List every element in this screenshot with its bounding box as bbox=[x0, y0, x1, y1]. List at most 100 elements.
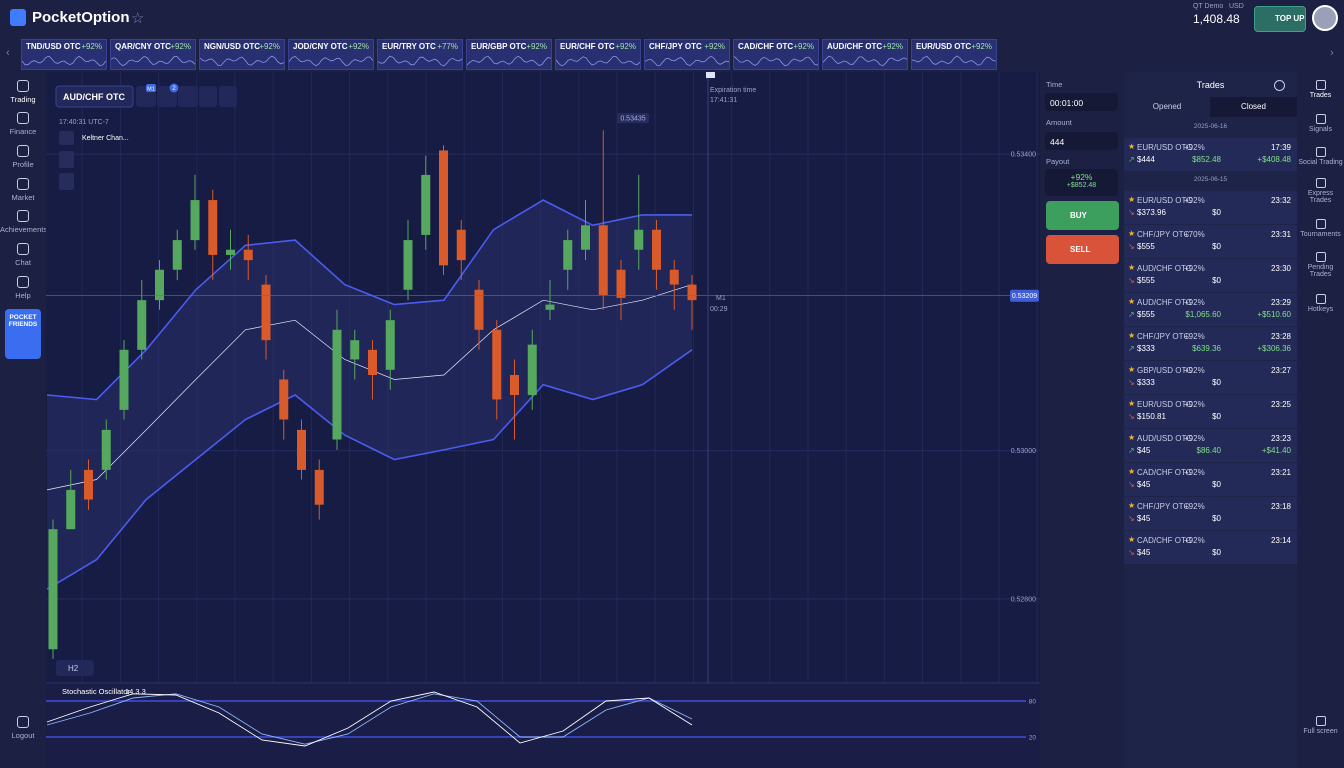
ticker[interactable]: NGN/USD OTC +92% bbox=[199, 39, 285, 70]
zoom-select[interactable] bbox=[56, 660, 94, 676]
nav-item[interactable]: Profile bbox=[0, 145, 46, 169]
ticker[interactable]: AUD/CHF OTC +92% bbox=[822, 39, 908, 70]
nav-item[interactable]: Achievements bbox=[0, 210, 47, 234]
logout[interactable]: Logout bbox=[0, 716, 46, 740]
balance[interactable]: 1,408.48 bbox=[1193, 12, 1240, 26]
tab-closed[interactable]: Closed bbox=[1210, 97, 1297, 117]
amount-input[interactable]: 444 bbox=[1045, 132, 1118, 150]
trade-profit: +$41.40 bbox=[1261, 446, 1291, 455]
trade-row[interactable]: ★ EUR/USD OTC +92% 23:32 ↘ $373.96 $0 bbox=[1124, 191, 1297, 224]
ticker[interactable]: QAR/CNY OTC +92% bbox=[110, 39, 196, 70]
trade-time: 23:25 bbox=[1270, 400, 1291, 409]
timeframe-badge: M1 bbox=[147, 87, 155, 93]
ticker[interactable]: JOD/CNY OTC +92% bbox=[288, 39, 374, 70]
trade-row[interactable]: ★ EUR/USD OTC +92% 23:25 ↘ $150.81 $0 bbox=[1124, 395, 1297, 428]
indicator-name[interactable]: Keltner Chan... bbox=[82, 135, 129, 142]
fullscreen[interactable]: Full screen bbox=[1297, 716, 1344, 735]
tab-opened[interactable]: Opened bbox=[1124, 97, 1210, 117]
ticker[interactable]: TND/USD OTC +92% bbox=[21, 39, 107, 70]
layout-button[interactable] bbox=[219, 86, 237, 107]
trade-direction: ↘ bbox=[1128, 208, 1135, 217]
trade-direction: ↗ bbox=[1128, 344, 1135, 353]
nav-item[interactable]: Help bbox=[0, 276, 46, 300]
avatar[interactable] bbox=[1312, 5, 1338, 31]
chart: 3216:3616:4016:4416:4816:5216:5617:0017:… bbox=[46, 72, 1040, 768]
trade-row[interactable]: ★ GBP/USD OTC +92% 23:27 ↘ $333 $0 bbox=[1124, 361, 1297, 394]
candle-body bbox=[545, 304, 555, 310]
rail-icon bbox=[1315, 147, 1326, 157]
rail-item[interactable]: Signals bbox=[1297, 114, 1344, 133]
promo-label: POCKET FRIENDS bbox=[8, 314, 38, 328]
nav-item[interactable]: Trading bbox=[0, 80, 46, 104]
y-tick-label: 0.53400 bbox=[1011, 152, 1036, 159]
candle-body bbox=[48, 529, 58, 650]
nav-item[interactable]: Finance bbox=[0, 112, 46, 136]
promo-banner[interactable]: POCKET FRIENDS bbox=[5, 309, 41, 359]
account-type[interactable]: QT Demo bbox=[1193, 3, 1224, 10]
rail-item[interactable]: Express Trades bbox=[1297, 178, 1344, 204]
ticker[interactable]: EUR/USD OTC +92% bbox=[911, 39, 997, 70]
trade-pair: EUR/USD OTC bbox=[1137, 400, 1193, 409]
buy-button[interactable]: BUY bbox=[1046, 201, 1119, 230]
nav-item[interactable]: Chat bbox=[0, 243, 46, 267]
rail-item[interactable]: Hotkeys bbox=[1297, 294, 1344, 313]
rail-item[interactable]: Social Trading bbox=[1297, 147, 1344, 166]
asset-select[interactable] bbox=[55, 85, 134, 108]
sell-button[interactable]: SELL bbox=[1046, 235, 1119, 264]
nav-icon bbox=[17, 716, 29, 728]
trade-row[interactable]: ★ CHF/JPY OTC +70% 23:31 ↘ $555 $0 bbox=[1124, 225, 1297, 258]
top-up-button[interactable]: TOP UP bbox=[1254, 6, 1306, 32]
globe-icon[interactable] bbox=[1274, 80, 1285, 91]
tool-pause[interactable] bbox=[59, 151, 74, 168]
trade-time: 23:30 bbox=[1270, 264, 1291, 273]
stochastic-title[interactable]: Stochastic Oscillator bbox=[62, 687, 130, 696]
more-button[interactable] bbox=[199, 86, 217, 107]
ticker[interactable]: EUR/TRY OTC +77% bbox=[377, 39, 463, 70]
trade-row[interactable]: ★ EUR/USD OTC +92% 17:39 ↗ $444 $852.48 +$408.4… bbox=[1124, 138, 1297, 171]
sell-label: SELL bbox=[1070, 245, 1091, 254]
rail-item[interactable]: Trades bbox=[1297, 80, 1344, 99]
tool-text[interactable] bbox=[59, 173, 74, 190]
expiration-flag bbox=[706, 72, 715, 78]
candle-body bbox=[172, 240, 182, 270]
rail-label: Hotkeys bbox=[1307, 306, 1334, 313]
top-bar: PocketOption ☆ QT Demo USD 1,408.48 TOP … bbox=[0, 0, 1344, 37]
candle-body bbox=[652, 229, 661, 270]
ticker-payout: +92% bbox=[170, 42, 191, 51]
ticker[interactable]: CAD/CHF OTC +92% bbox=[733, 39, 819, 70]
currency: USD bbox=[1229, 3, 1244, 10]
nav-label: Trading bbox=[10, 95, 36, 104]
ticker[interactable]: EUR/GBP OTC +92% bbox=[466, 39, 552, 70]
candle-body bbox=[243, 249, 253, 261]
trade-row[interactable]: ★ CHF/JPY OTC +92% 23:28 ↗ $333 $639.36 +$306.3… bbox=[1124, 327, 1297, 360]
time-input[interactable]: 00:01:00 bbox=[1045, 93, 1118, 111]
trade-time: 23:31 bbox=[1270, 230, 1291, 239]
nav-item[interactable]: Market bbox=[0, 178, 46, 202]
candle-body bbox=[314, 469, 324, 505]
draw-button[interactable] bbox=[178, 86, 198, 107]
candle-body bbox=[350, 340, 360, 360]
logo-icon bbox=[10, 9, 26, 26]
collapse-indicators[interactable] bbox=[59, 131, 74, 145]
rail-item[interactable]: Tournaments bbox=[1297, 219, 1344, 238]
candle-body bbox=[510, 375, 519, 396]
trade-direction: ↗ bbox=[1128, 155, 1135, 164]
ticker[interactable]: CHF/JPY OTC +92% bbox=[644, 39, 730, 70]
strip-prev[interactable]: ‹ bbox=[6, 47, 10, 59]
trade-row[interactable]: ★ CAD/CHF OTC +92% 23:14 ↘ $45 $0 bbox=[1124, 531, 1297, 564]
strip-next[interactable]: › bbox=[1330, 47, 1334, 59]
brand[interactable]: PocketOption bbox=[32, 9, 130, 26]
trade-row[interactable]: ★ AUD/USD OTC +92% 23:23 ↗ $45 $86.40 +$41.40 bbox=[1124, 429, 1297, 462]
trade-row[interactable]: ★ CAD/CHF OTC +92% 23:21 ↘ $45 $0 bbox=[1124, 463, 1297, 496]
favorite-star[interactable]: ☆ bbox=[131, 10, 145, 27]
trade-row[interactable]: ★ CHF/JPY OTC +92% 23:18 ↘ $45 $0 bbox=[1124, 497, 1297, 530]
ticker[interactable]: EUR/CHF OTC +92% bbox=[555, 39, 641, 70]
rail-item[interactable]: Pending Trades bbox=[1297, 252, 1344, 278]
ticker-payout: +77% bbox=[437, 42, 458, 51]
trade-profit: +$306.36 bbox=[1257, 344, 1291, 353]
trade-result: $852.48 bbox=[1192, 155, 1221, 164]
trade-row[interactable]: ★ AUD/CHF OTC +92% 23:29 ↗ $555 $1,065.60 +$510… bbox=[1124, 293, 1297, 326]
trade-row[interactable]: ★ AUD/CHF OTC +92% 23:30 ↘ $555 $0 bbox=[1124, 259, 1297, 292]
sparkline-line bbox=[467, 55, 551, 66]
